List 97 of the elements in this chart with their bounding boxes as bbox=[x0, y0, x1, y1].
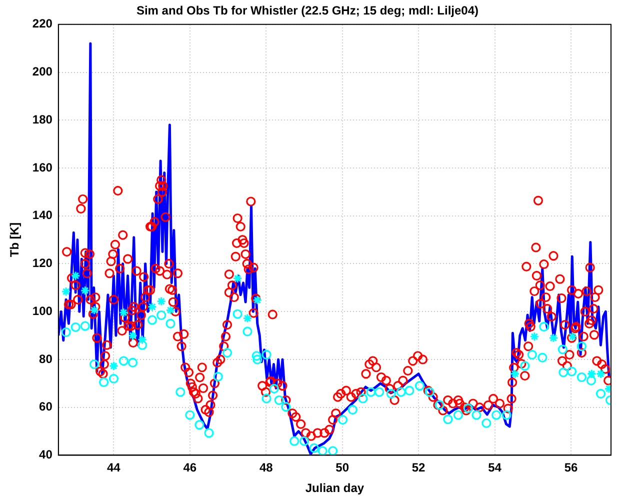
point bbox=[128, 358, 138, 368]
point bbox=[482, 418, 492, 428]
point bbox=[176, 387, 186, 397]
point bbox=[156, 296, 166, 306]
x-axis-title: Julian day bbox=[305, 481, 364, 496]
point bbox=[213, 372, 223, 382]
y-tick-label: 120 bbox=[32, 256, 53, 270]
point bbox=[89, 359, 100, 370]
y-tick-label: 220 bbox=[32, 16, 53, 31]
point bbox=[309, 443, 319, 453]
point bbox=[137, 340, 148, 350]
y-tick-label: 60 bbox=[39, 400, 53, 414]
point bbox=[80, 286, 90, 296]
point bbox=[118, 356, 128, 366]
point bbox=[166, 318, 176, 328]
point bbox=[222, 348, 232, 358]
x-tick-label: 50 bbox=[336, 460, 350, 475]
point bbox=[252, 351, 262, 361]
x-tick-label: 44 bbox=[107, 460, 121, 475]
x-tick-label: 52 bbox=[412, 460, 426, 475]
point bbox=[147, 302, 157, 312]
x-tick-label: 56 bbox=[564, 460, 578, 475]
point bbox=[98, 377, 109, 388]
point bbox=[262, 394, 272, 404]
point bbox=[338, 414, 348, 425]
x-tick-label: 48 bbox=[259, 460, 274, 475]
point bbox=[242, 314, 252, 324]
point bbox=[290, 436, 300, 446]
point bbox=[61, 327, 71, 337]
point bbox=[194, 420, 204, 430]
point bbox=[453, 410, 463, 420]
point bbox=[520, 361, 530, 371]
point bbox=[252, 354, 262, 364]
point bbox=[586, 369, 596, 379]
y-tick-label: 100 bbox=[32, 304, 53, 318]
point bbox=[566, 366, 577, 376]
point bbox=[156, 310, 166, 320]
point bbox=[204, 428, 214, 438]
point bbox=[348, 404, 358, 415]
point bbox=[538, 352, 548, 362]
point bbox=[232, 274, 242, 284]
point bbox=[596, 388, 606, 398]
point bbox=[70, 322, 80, 332]
point bbox=[502, 410, 512, 420]
point bbox=[318, 446, 328, 456]
point bbox=[576, 372, 586, 382]
y-tick-label: 140 bbox=[32, 208, 53, 222]
point bbox=[166, 305, 176, 315]
point bbox=[281, 402, 291, 412]
point bbox=[386, 388, 396, 398]
point bbox=[61, 286, 71, 296]
point bbox=[596, 369, 606, 379]
y-axis-title: Tb [K] bbox=[8, 222, 22, 258]
point bbox=[527, 350, 537, 360]
point bbox=[548, 333, 558, 343]
point bbox=[242, 326, 252, 336]
point bbox=[576, 342, 586, 352]
point bbox=[232, 309, 242, 319]
point bbox=[586, 376, 596, 386]
point bbox=[147, 315, 157, 325]
point bbox=[472, 410, 482, 420]
point bbox=[118, 308, 128, 318]
point bbox=[404, 386, 414, 396]
chart-title: Sim and Obs Tb for Whistler (22.5 GHz; 15 deg; mdl: Lilje04) bbox=[136, 4, 479, 18]
x-tick-label: 46 bbox=[183, 460, 197, 475]
point bbox=[274, 395, 284, 405]
point bbox=[185, 410, 195, 420]
point bbox=[491, 410, 502, 420]
point bbox=[463, 403, 473, 414]
point bbox=[558, 344, 568, 354]
point bbox=[269, 384, 279, 394]
point bbox=[366, 387, 376, 397]
point bbox=[530, 332, 540, 342]
point bbox=[89, 305, 100, 315]
point bbox=[299, 436, 310, 446]
y-tick-label: 80 bbox=[39, 352, 53, 366]
point bbox=[414, 380, 424, 391]
point bbox=[396, 387, 406, 397]
point bbox=[137, 334, 148, 344]
y-tick-label: 180 bbox=[32, 112, 53, 126]
point bbox=[510, 369, 520, 379]
point bbox=[539, 322, 549, 332]
point bbox=[443, 414, 453, 424]
point bbox=[358, 394, 368, 404]
x-tick-label: 54 bbox=[488, 460, 502, 475]
point bbox=[80, 321, 90, 331]
point bbox=[558, 368, 568, 378]
y-tick-label: 200 bbox=[32, 64, 53, 79]
point bbox=[70, 270, 80, 280]
point bbox=[108, 361, 118, 371]
y-tick-label: 160 bbox=[32, 160, 53, 174]
point bbox=[328, 446, 338, 456]
y-tick-label: 40 bbox=[39, 448, 53, 462]
point bbox=[128, 330, 138, 340]
point bbox=[374, 387, 384, 397]
point bbox=[262, 350, 272, 360]
point bbox=[108, 374, 118, 384]
